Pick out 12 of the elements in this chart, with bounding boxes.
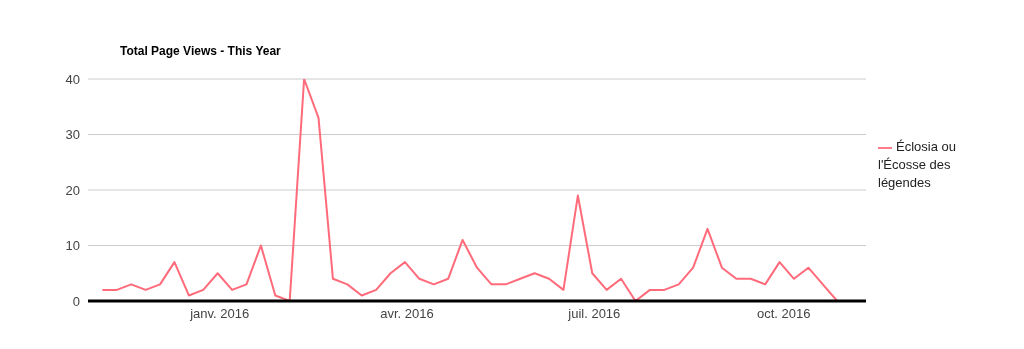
chart-title: Total Page Views - This Year xyxy=(120,44,281,58)
legend-label: Éclosia ou l'Écosse des légendes xyxy=(878,139,956,190)
y-tick-label: 30 xyxy=(65,127,80,143)
line-series xyxy=(101,79,839,301)
x-tick-label: janv. 2016 xyxy=(189,306,250,322)
y-tick-label: 10 xyxy=(65,238,80,254)
x-tick-label: oct. 2016 xyxy=(756,306,811,322)
x-tick-label: avr. 2016 xyxy=(380,306,434,322)
y-tick-label: 20 xyxy=(65,182,80,198)
y-tick-label: 40 xyxy=(65,71,80,87)
y-tick-label: 0 xyxy=(72,293,80,309)
x-tick-label: juil. 2016 xyxy=(567,306,621,322)
